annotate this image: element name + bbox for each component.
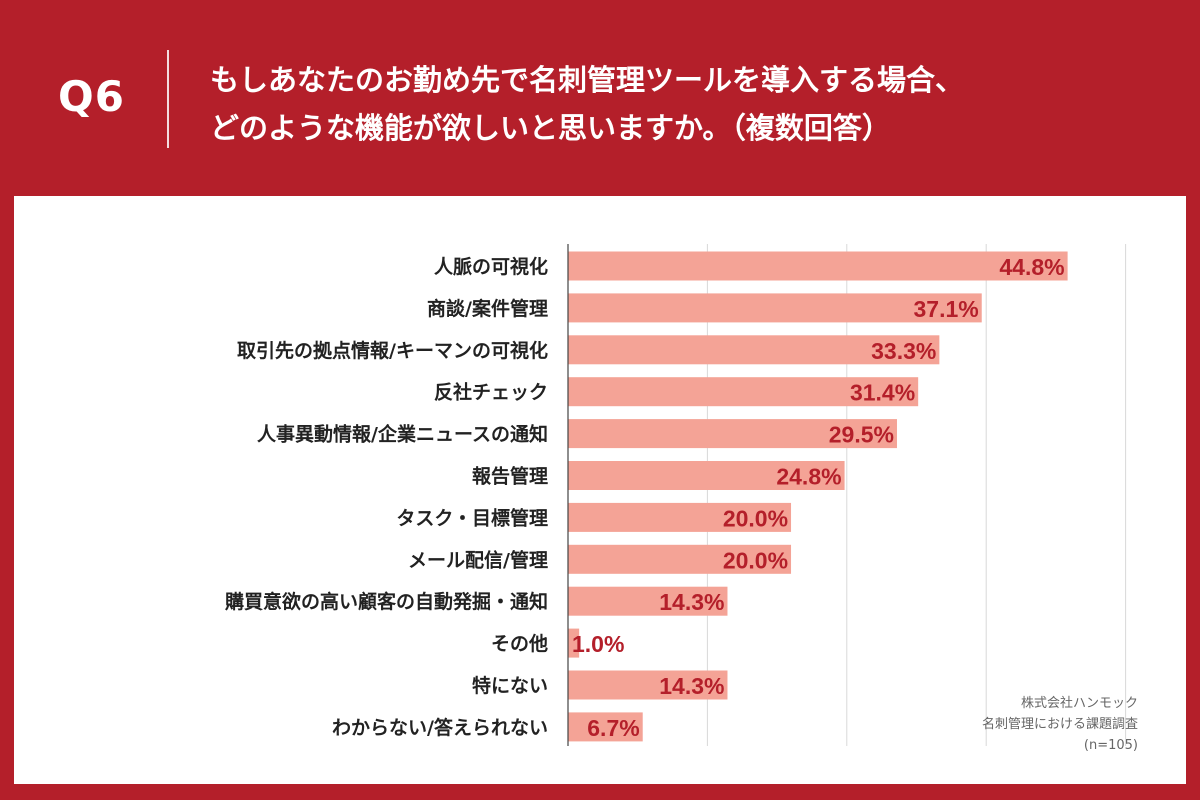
- bar-11: [568, 670, 728, 700]
- value-label-2: 37.1%: [914, 296, 979, 322]
- chart-panel: 人脈の可視化 44.8% 商談/案件管理 37.1% 取引先の拠点情報/キーマンの可視化…: [14, 196, 1186, 784]
- source-company: 株式会社ハンモック: [1020, 696, 1138, 711]
- bar-1: [568, 251, 1068, 281]
- category-label-2: 商談/案件管理: [427, 297, 548, 320]
- question-number: Q6: [58, 72, 125, 121]
- category-label-4: 反社チェック: [434, 381, 548, 404]
- bar-6: [568, 461, 845, 490]
- bar-10: [568, 628, 580, 658]
- source-sample: (n=105): [1083, 738, 1138, 753]
- bar-3: [568, 335, 940, 365]
- bar-5: [568, 419, 897, 449]
- value-label-5: 29.5%: [829, 422, 894, 448]
- value-label-1: 44.8%: [999, 254, 1064, 280]
- bar-7: [568, 502, 792, 532]
- category-label-8: メール配信/管理: [408, 548, 548, 571]
- question-title-line-1: もしあなたのお勤め先で名刺管理ツールを導入する場合、: [210, 63, 965, 97]
- value-label-7: 20.0%: [723, 505, 788, 531]
- question-title: もしあなたのお勤め先で名刺管理ツールを導入する場合、 どのような機能が欲しいと思…: [210, 56, 1170, 152]
- category-label-3: 取引先の拠点情報/キーマンの可視化: [237, 339, 548, 362]
- category-label-5: 人事異動情報/企業ニュースの通知: [257, 423, 548, 446]
- category-label-10: その他: [491, 632, 548, 655]
- bar-2: [568, 293, 982, 323]
- category-label-9: 購買意欲の高い顧客の自動発掘・通知: [225, 590, 548, 613]
- value-label-3: 33.3%: [871, 338, 936, 364]
- category-label-1: 人脈の可視化: [434, 255, 548, 278]
- category-label-6: 報告管理: [472, 465, 548, 488]
- value-label-10: 1.0%: [572, 631, 624, 657]
- value-label-6: 24.8%: [776, 464, 841, 490]
- value-label-12: 6.7%: [587, 715, 639, 741]
- value-label-8: 20.0%: [723, 547, 788, 573]
- bar-chart: 人脈の可視化 44.8% 商談/案件管理 37.1% 取引先の拠点情報/キーマンの可視化…: [225, 244, 1127, 746]
- bar-8: [568, 544, 792, 574]
- category-label-7: タスク・目標管理: [396, 506, 548, 529]
- source-note: 株式会社ハンモック 名刺管理における課題調査 (n=105): [878, 693, 1138, 756]
- bar-9: [568, 586, 728, 616]
- category-label-12: わからない/答えられない: [332, 716, 548, 739]
- question-title-line-2: どのような機能が欲しいと思いますか。（複数回答）: [210, 111, 891, 145]
- value-label-4: 31.4%: [850, 380, 915, 406]
- category-label-11: 特にない: [472, 675, 548, 697]
- value-label-11: 14.3%: [659, 673, 724, 699]
- header: Q6 もしあなたのお勤め先で名刺管理ツールを導入する場合、 どのような機能が欲し…: [0, 0, 1200, 195]
- value-label-9: 14.3%: [659, 589, 724, 615]
- bar-12: [568, 712, 643, 742]
- bar-4: [568, 377, 919, 407]
- source-survey: 名刺管理における課題調査: [981, 717, 1138, 732]
- header-divider: [167, 50, 169, 148]
